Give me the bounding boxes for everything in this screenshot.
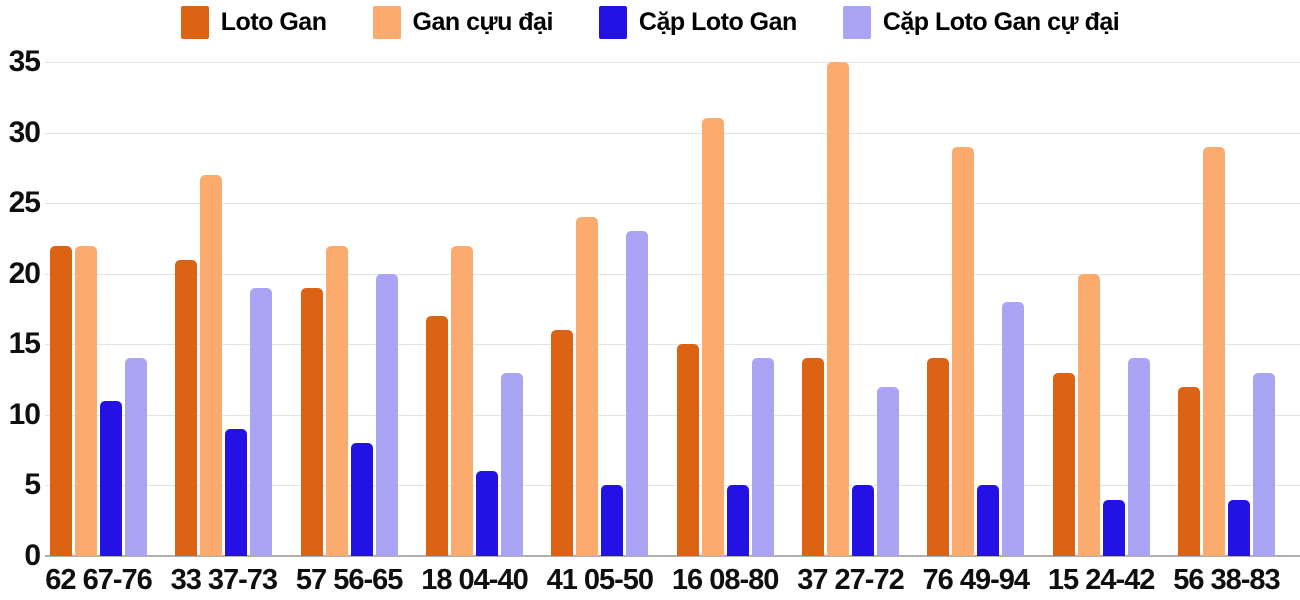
bar-series4-group1[interactable]: [125, 358, 147, 556]
bar-group-1: 62 67-76: [45, 62, 153, 596]
legend-swatch-icon: [598, 6, 627, 39]
legend-label: Gan cựu đại: [412, 8, 554, 36]
bar-series4-group5[interactable]: [626, 231, 649, 556]
bar-series4-group2[interactable]: [250, 287, 273, 556]
y-tick-label: 15: [8, 327, 41, 361]
bar-series2-group4[interactable]: [450, 245, 473, 556]
legend-item-2[interactable]: Gan cựu đại: [372, 6, 554, 39]
bar-series1-group2[interactable]: [175, 259, 198, 556]
gridline: [45, 344, 1300, 346]
bar-series2-group8[interactable]: [952, 146, 975, 556]
bars-layer: 62 67-76 33 37-73 57 56-65 18 04-40 41 05-50…: [45, 62, 1295, 596]
bar-series1-group7[interactable]: [801, 358, 824, 556]
gridline: [45, 203, 1300, 205]
x-tick-label: 62 67-76: [45, 564, 152, 596]
x-tick-label: 37 27-72: [797, 564, 904, 596]
x-tick-label: 33 37-73: [170, 564, 278, 596]
bar-group-10: 56 38-83: [1173, 62, 1281, 596]
gridline: [45, 132, 1300, 134]
x-tick-label: 16 08-80: [671, 564, 779, 596]
gridline: [45, 414, 1300, 416]
bar-series4-group9[interactable]: [1127, 358, 1150, 556]
y-tick-label: 30: [8, 115, 41, 149]
bar-series4-group10[interactable]: [1252, 372, 1275, 556]
bar-group-4: 18 04-40: [421, 62, 529, 596]
gridline: [45, 62, 1300, 63]
bar-series3-group3[interactable]: [350, 443, 373, 556]
y-tick-label: 35: [8, 45, 41, 78]
bar-series2-group2[interactable]: [200, 174, 223, 556]
bar-group-2: 33 37-73: [171, 62, 278, 596]
bar-series4-group8[interactable]: [1002, 301, 1025, 556]
legend-label: Loto Gan: [220, 8, 327, 36]
bar-group-7: 37 27-72: [797, 62, 905, 596]
gridline: [45, 485, 1300, 487]
legend-swatch-icon: [842, 6, 871, 39]
bar-series3-group4[interactable]: [475, 471, 498, 556]
y-tick-label: 25: [8, 186, 41, 220]
bar-series3-group10[interactable]: [1227, 499, 1250, 556]
bar-series2-group9[interactable]: [1077, 273, 1100, 556]
bar-group-3: 57 56-65: [296, 62, 403, 596]
x-tick-label: 76 49-94: [922, 564, 1030, 596]
y-tick-label: 20: [8, 256, 41, 290]
legend-item-3[interactable]: Cặp Loto Gan: [598, 6, 797, 39]
bar-series1-group1[interactable]: [50, 245, 72, 556]
x-tick-label: 18 04-40: [421, 564, 528, 596]
gridline: [45, 273, 1300, 275]
bar-series3-group1[interactable]: [100, 400, 122, 556]
x-axis-line: [45, 555, 1300, 557]
legend: Loto Gan Gan cựu đại Cặp Loto Gan Cặp Loto …: [0, 6, 1300, 39]
legend-label: Cặp Loto Gan cự đại: [882, 8, 1120, 36]
bar-series1-group4[interactable]: [425, 316, 448, 556]
bar-group-9: 15 24-42: [1048, 62, 1155, 596]
bar-series2-group10[interactable]: [1202, 146, 1225, 556]
x-tick-label: 57 56-65: [295, 564, 403, 596]
bar-group-8: 76 49-94: [923, 62, 1030, 596]
bar-series1-group8[interactable]: [927, 358, 950, 556]
bar-series3-group9[interactable]: [1102, 499, 1125, 556]
bar-series4-group3[interactable]: [375, 273, 398, 556]
x-tick-label: 41 05-50: [546, 564, 654, 596]
legend-swatch-icon: [372, 6, 401, 39]
bar-series1-group10[interactable]: [1177, 386, 1200, 556]
bar-series3-group8[interactable]: [977, 485, 1000, 556]
bar-series3-group6[interactable]: [726, 485, 749, 556]
bar-group-5: 41 05-50: [547, 62, 654, 596]
bar-series1-group6[interactable]: [676, 344, 699, 556]
bar-series3-group7[interactable]: [851, 485, 874, 556]
y-tick-label: 5: [24, 468, 41, 502]
bar-series4-group4[interactable]: [500, 372, 523, 556]
bar-series4-group6[interactable]: [751, 358, 774, 556]
bar-series1-group3[interactable]: [300, 287, 323, 556]
legend-swatch-icon: [180, 6, 209, 39]
x-tick-label: 15 24-42: [1047, 564, 1155, 596]
bar-series2-group5[interactable]: [576, 217, 599, 556]
bar-series2-group1[interactable]: [75, 245, 97, 556]
y-tick-label: 10: [8, 397, 41, 431]
bar-series3-group2[interactable]: [225, 428, 248, 556]
bar-series4-group7[interactable]: [876, 386, 899, 556]
bar-series2-group3[interactable]: [325, 245, 348, 556]
legend-item-1[interactable]: Loto Gan: [180, 6, 327, 39]
x-tick-label: 56 38-83: [1173, 564, 1280, 596]
bar-series2-group6[interactable]: [701, 118, 724, 556]
bar-series3-group5[interactable]: [601, 485, 624, 556]
bar-series2-group7[interactable]: [826, 62, 849, 556]
bar-series1-group9[interactable]: [1052, 372, 1075, 556]
legend-label: Cặp Loto Gan: [638, 8, 797, 36]
bar-series1-group5[interactable]: [551, 330, 574, 556]
bar-group-6: 16 08-80: [672, 62, 779, 596]
legend-item-4[interactable]: Cặp Loto Gan cự đại: [842, 6, 1120, 39]
y-tick-label: 0: [24, 539, 41, 572]
